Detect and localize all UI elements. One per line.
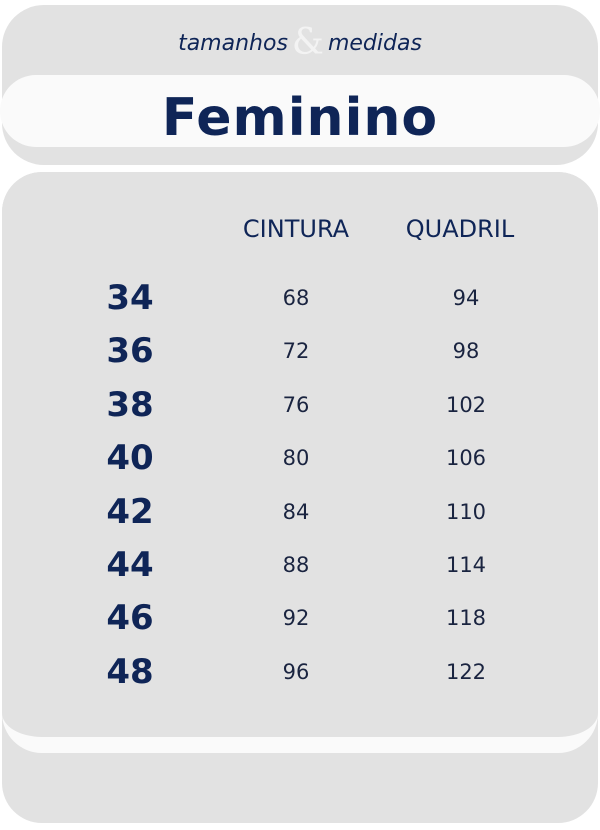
subtitle-right: medidas bbox=[327, 31, 422, 56]
quadril-value: 122 bbox=[445, 659, 487, 684]
table-row: 40 80 106 bbox=[0, 438, 600, 488]
ampersand: & bbox=[291, 22, 324, 63]
column-header-cintura: CINTURA bbox=[242, 215, 350, 243]
cintura-value: 96 bbox=[282, 659, 310, 684]
cintura-value: 88 bbox=[282, 553, 310, 577]
size-table-card bbox=[2, 172, 598, 753]
cintura-value: 72 bbox=[282, 339, 310, 364]
quadril-value: 110 bbox=[445, 499, 487, 524]
subtitle-left: tamanhos bbox=[178, 31, 288, 56]
quadril-value: 102 bbox=[445, 392, 487, 417]
table-row: 44 88 114 bbox=[0, 545, 600, 595]
title-band bbox=[0, 75, 600, 147]
cintura-value: 84 bbox=[282, 499, 310, 524]
table-row: 36 72 98 bbox=[0, 331, 600, 381]
table-row: 46 92 118 bbox=[0, 598, 600, 648]
size-label: 40 bbox=[106, 438, 154, 479]
table-row: 34 68 94 bbox=[0, 278, 600, 328]
cintura-value: 80 bbox=[282, 446, 310, 471]
quadril-value: 98 bbox=[452, 339, 480, 364]
size-label: 34 bbox=[106, 278, 154, 318]
table-row: 38 76 102 bbox=[0, 385, 600, 435]
size-label: 36 bbox=[106, 331, 154, 372]
quadril-value: 106 bbox=[445, 446, 487, 471]
page-title: Feminino bbox=[161, 88, 439, 148]
size-label: 46 bbox=[106, 598, 154, 639]
size-label: 44 bbox=[106, 545, 154, 585]
cintura-value: 92 bbox=[282, 606, 310, 631]
size-label: 42 bbox=[106, 491, 154, 532]
subtitle: tamanhos & medidas bbox=[0, 22, 600, 63]
cintura-value: 68 bbox=[282, 286, 310, 310]
quadril-value: 118 bbox=[445, 606, 487, 631]
table-row: 48 96 122 bbox=[0, 652, 600, 702]
quadril-value: 94 bbox=[452, 286, 480, 310]
size-label: 48 bbox=[106, 651, 154, 692]
column-header-quadril: QUADRIL bbox=[405, 215, 515, 243]
table-row: 42 84 110 bbox=[0, 492, 600, 542]
cintura-value: 76 bbox=[282, 392, 310, 417]
quadril-value: 114 bbox=[445, 553, 487, 577]
size-label: 38 bbox=[106, 384, 154, 425]
